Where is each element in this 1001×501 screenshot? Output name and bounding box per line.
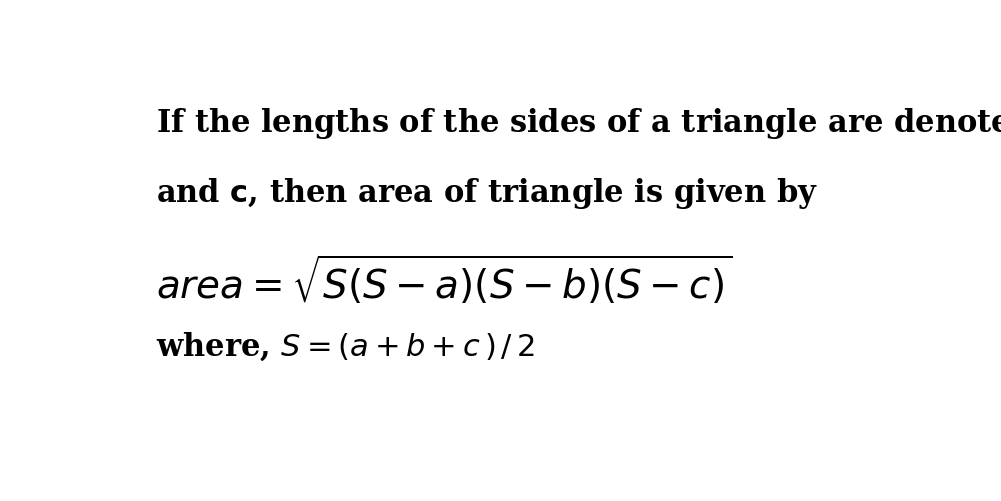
Text: where, $S = ( a + b + c\,)\,/\,2$: where, $S = ( a + b + c\,)\,/\,2$ xyxy=(156,330,535,363)
Text: and $\bf{c}$, then area of triangle is given by: and $\bf{c}$, then area of triangle is g… xyxy=(156,176,818,211)
Text: If the lengths of the sides of a triangle are denoted by $\bf{a}$, $\bf{b}$,: If the lengths of the sides of a triangl… xyxy=(156,106,1001,141)
Text: $\mathit{area} = \sqrt{S(S-a)(S-b)(S-c)}$: $\mathit{area} = \sqrt{S(S-a)(S-b)(S-c)}… xyxy=(156,253,733,307)
